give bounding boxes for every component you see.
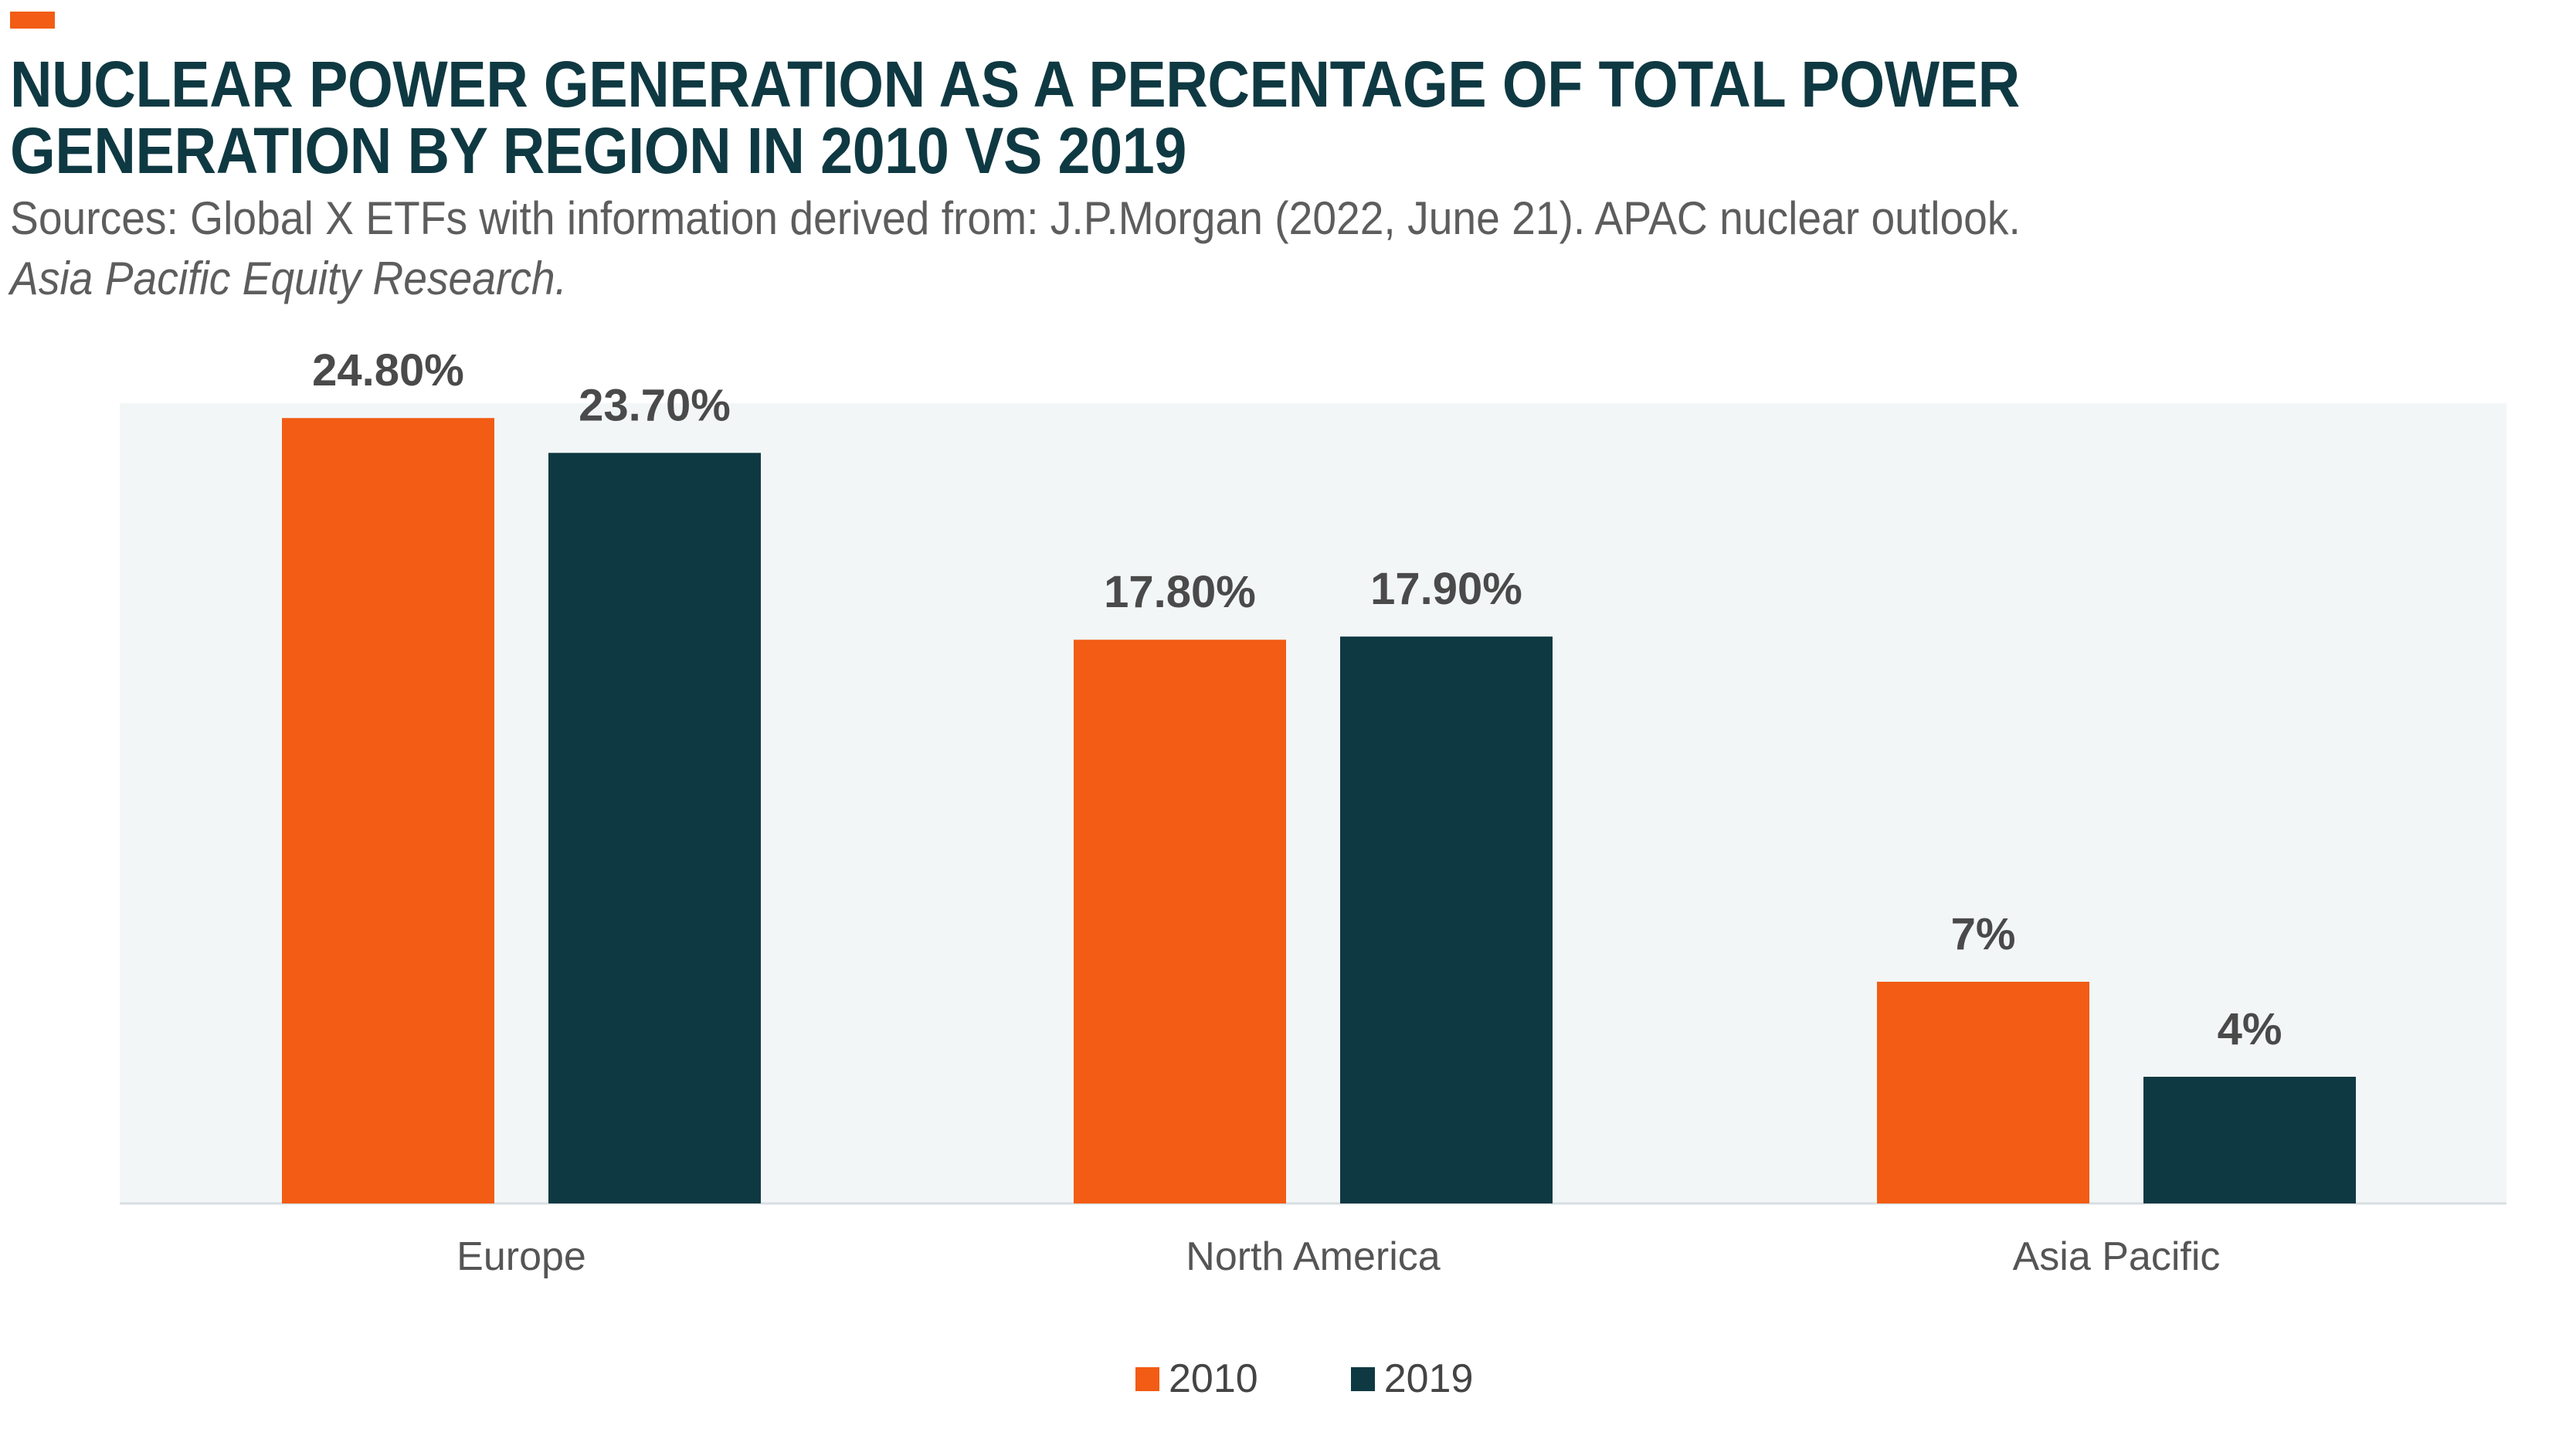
accent-bar [10, 12, 55, 29]
chart-title: NUCLEAR POWER GENERATION AS A PERCENTAGE… [10, 48, 2020, 187]
source-line-1: Sources: Global X ETFs with information … [10, 192, 2021, 244]
category-label-europe: Europe [456, 1234, 586, 1279]
data-label-asia-pacific-2010: 7% [1951, 909, 2016, 959]
chart-source: Sources: Global X ETFs with information … [10, 188, 2355, 309]
bar-asia-pacific-2010 [1877, 982, 2089, 1203]
data-label-north-america-2019: 17.90% [1370, 564, 1522, 614]
legend-swatch-2019 [1350, 1366, 1375, 1391]
legend-swatch-2010 [1135, 1366, 1159, 1391]
bar-north-america-2010 [1074, 640, 1286, 1203]
category-label-north-america: North America [1186, 1234, 1441, 1279]
data-label-europe-2019: 23.70% [579, 380, 731, 430]
bar-europe-2010 [282, 418, 494, 1203]
data-label-asia-pacific-2019: 4% [2218, 1004, 2282, 1054]
bar-europe-2019 [548, 453, 761, 1203]
data-label-europe-2010: 24.80% [312, 345, 464, 395]
legend-item-2010: 2010 [1135, 1356, 1258, 1402]
legend-item-2019: 2019 [1350, 1356, 1474, 1402]
data-label-north-america-2010: 17.80% [1104, 567, 1256, 617]
legend: 2010 2019 [1135, 1356, 1566, 1402]
plot-background [120, 403, 2506, 1203]
legend-label-2019: 2019 [1383, 1356, 1474, 1401]
source-line-2: Asia Pacific Equity Research. [10, 253, 567, 304]
bar-north-america-2019 [1340, 636, 1553, 1203]
legend-label-2010: 2010 [1169, 1356, 1258, 1401]
bar-asia-pacific-2019 [2143, 1077, 2356, 1203]
category-label-asia-pacific: Asia Pacific [2013, 1234, 2221, 1279]
